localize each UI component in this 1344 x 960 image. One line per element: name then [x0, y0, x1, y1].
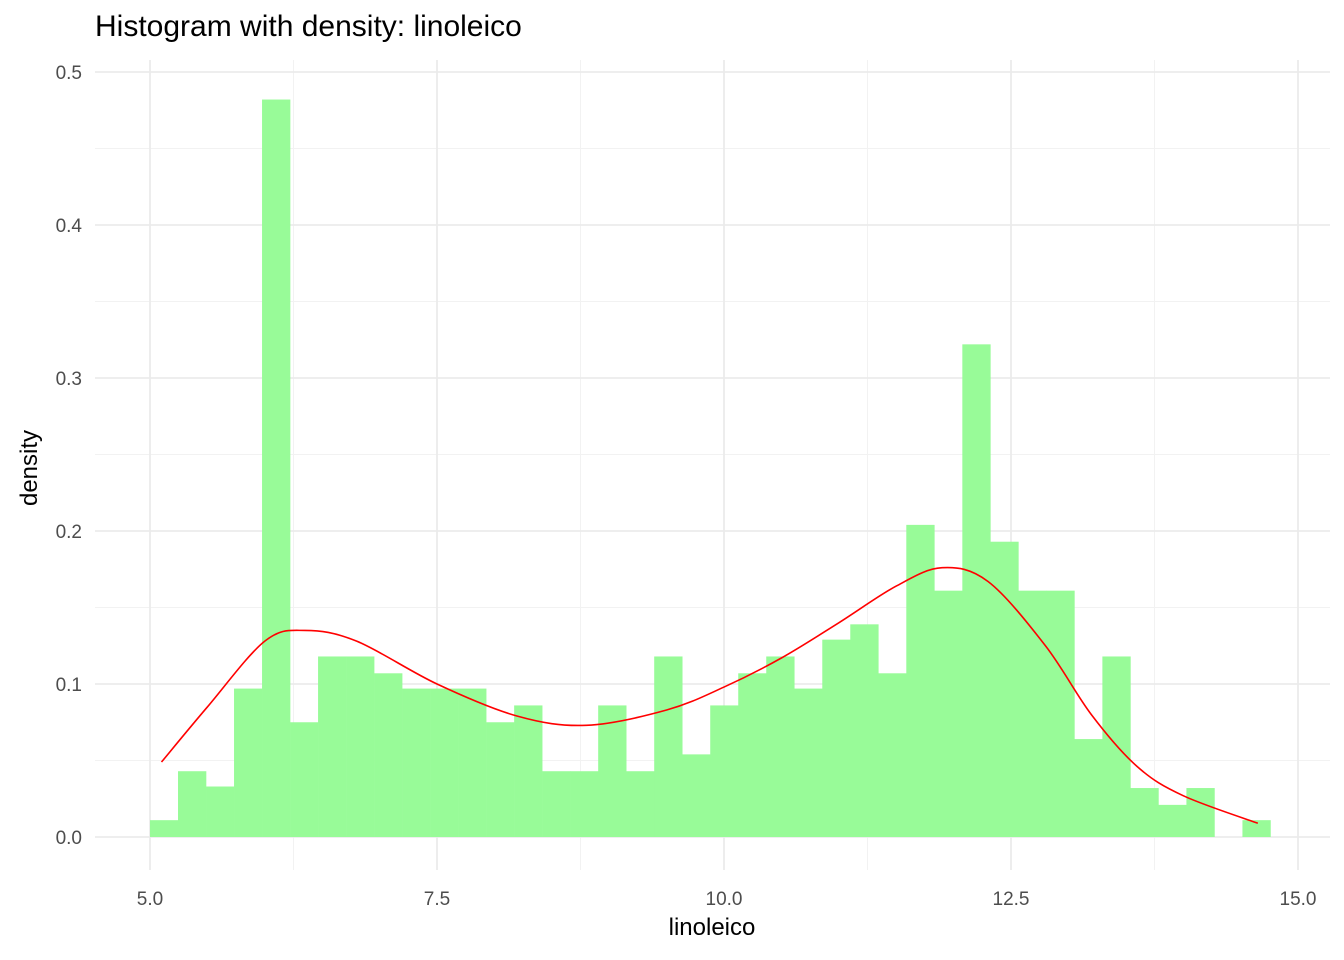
x-axis-label: linoleico [668, 914, 756, 941]
x-tick-label: 5.0 [137, 889, 163, 910]
x-axis-ticks: 5.0 7.5 10.0 12.5 15.0 [137, 889, 1317, 910]
histogram-bar [1158, 804, 1187, 837]
histogram-bar [542, 771, 571, 837]
histogram-bar [150, 820, 179, 837]
histogram-bar [710, 705, 739, 837]
histogram-bar [990, 541, 1019, 837]
histogram-bar [458, 688, 487, 837]
x-tick-label: 10.0 [706, 889, 743, 910]
histogram-bar [934, 590, 963, 837]
x-tick-label: 7.5 [424, 889, 450, 910]
y-tick-label: 0.2 [56, 522, 82, 543]
histogram-bar [514, 705, 543, 837]
x-tick-label: 12.5 [993, 889, 1030, 910]
histogram-bar [878, 673, 907, 837]
density-curve [160, 566, 1259, 824]
histogram-bar [1130, 788, 1159, 837]
histogram-bar [1018, 590, 1047, 837]
histogram-bar [486, 722, 515, 837]
histogram-bar [318, 656, 347, 837]
y-axis-ticks: 0.0 0.1 0.2 0.3 0.4 0.5 [56, 63, 83, 849]
histogram-bar [234, 688, 263, 837]
histogram-bar [206, 786, 235, 837]
histogram-bar [794, 688, 823, 837]
histogram-bar [598, 705, 627, 837]
y-tick-label: 0.3 [56, 369, 82, 390]
histogram-bar [738, 673, 767, 837]
histogram-bars [150, 99, 1271, 838]
histogram-bar [402, 688, 431, 837]
y-tick-label: 0.4 [56, 216, 83, 237]
histogram-bar [682, 754, 711, 837]
histogram-bar [290, 722, 319, 837]
histogram-bar [906, 524, 935, 837]
histogram-bar [1242, 820, 1271, 837]
x-tick-label: 15.0 [1280, 889, 1317, 910]
histogram-bar [850, 624, 879, 837]
y-tick-label: 0.5 [56, 63, 82, 84]
histogram-bar [962, 344, 991, 837]
histogram-bar [374, 673, 403, 837]
histogram-bar [766, 656, 795, 837]
histogram-bar [178, 771, 207, 837]
histogram-bar [626, 771, 655, 837]
histogram-bar [822, 639, 851, 837]
histogram-bar [1186, 788, 1215, 837]
histogram-bar [1046, 590, 1075, 837]
histogram-bar [262, 99, 291, 838]
histogram-bar [430, 688, 459, 837]
histogram-bar [570, 771, 599, 837]
histogram-bar [1074, 739, 1103, 837]
histogram-bar [346, 656, 375, 837]
y-tick-label: 0.0 [56, 828, 82, 849]
chart-title: Histogram with density: linoleico [95, 10, 522, 43]
y-tick-label: 0.1 [56, 675, 82, 696]
histogram-bar [654, 656, 683, 837]
